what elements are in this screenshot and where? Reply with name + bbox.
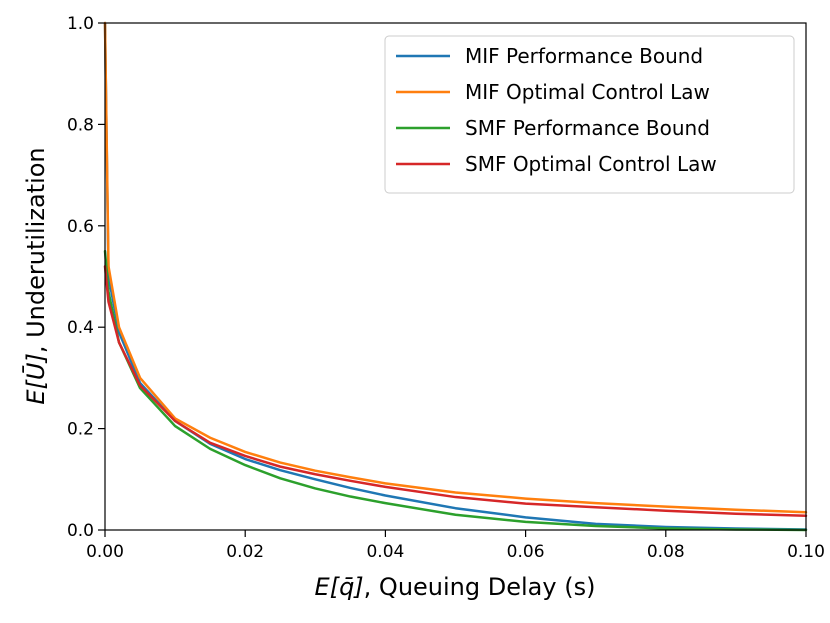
legend: MIF Performance Bound MIF Optimal Control… [384, 35, 795, 194]
x-axis-label-math: E[q̄] [315, 573, 364, 601]
y-axis-label-text: , Underutilization [22, 147, 50, 353]
y-tick-label: 0.6 [67, 217, 94, 237]
legend-entries: MIF Performance Bound MIF Optimal Control… [396, 44, 717, 176]
x-tick-label: 0.08 [647, 542, 685, 562]
legend-label-2: MIF Optimal Control Law [465, 80, 710, 104]
x-tick-label: 0.04 [366, 542, 404, 562]
y-tick-label: 1.0 [67, 14, 94, 34]
y-axis-label: E[Ū], Underutilization [21, 147, 50, 404]
series-line-1 [103, 21, 808, 531]
y-tick-label: 0.2 [67, 420, 94, 440]
x-tick-label: 0.00 [86, 542, 124, 562]
y-tick-label: 0.8 [67, 115, 94, 135]
x-axis-ticks: 0.00 0.02 0.04 0.06 0.08 0.10 [86, 530, 825, 562]
legend-label-3: SMF Performance Bound [465, 116, 710, 140]
x-axis-label-text: , Queuing Delay (s) [364, 573, 596, 601]
x-tick-label: 0.02 [226, 542, 264, 562]
series-layer [103, 21, 808, 532]
y-axis-label-math: E[Ū] [21, 353, 50, 404]
y-tick-label: 0.0 [67, 521, 94, 541]
series-line-4 [103, 265, 808, 518]
legend-label-1: MIF Performance Bound [465, 44, 703, 68]
plot-frame [104, 22, 807, 531]
x-tick-label: 0.06 [507, 542, 545, 562]
y-axis-ticks: 0.0 0.2 0.4 0.6 0.8 1.0 [67, 14, 105, 541]
legend-label-4: SMF Optimal Control Law [465, 152, 717, 176]
y-tick-label: 0.4 [67, 318, 94, 338]
x-tick-label: 0.10 [787, 542, 825, 562]
x-axis-label: E[q̄], Queuing Delay (s) [315, 573, 596, 601]
series-line-2 [103, 21, 808, 514]
legend-box [384, 35, 795, 194]
